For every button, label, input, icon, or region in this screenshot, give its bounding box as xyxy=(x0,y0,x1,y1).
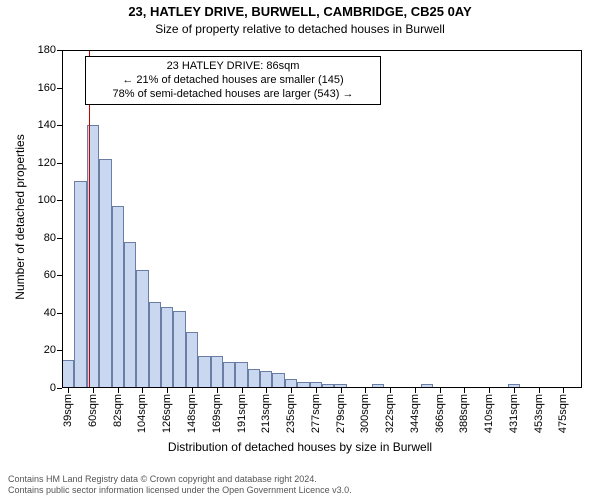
x-tick-mark xyxy=(118,388,119,393)
y-tick-label: 20 xyxy=(44,344,56,356)
x-tick-mark xyxy=(539,388,540,393)
x-tick-label: 104sqm xyxy=(136,394,148,433)
x-tick-label: 191sqm xyxy=(236,394,248,433)
x-tick-mark xyxy=(365,388,366,393)
y-tick-mark xyxy=(57,238,62,239)
y-tick-mark xyxy=(57,313,62,314)
x-tick-mark xyxy=(563,388,564,393)
x-tick-mark xyxy=(167,388,168,393)
y-tick-label: 140 xyxy=(38,119,56,131)
x-tick-label: 366sqm xyxy=(434,394,446,433)
x-tick-label: 277sqm xyxy=(310,394,322,433)
annotation-line-3: 78% of semi-detached houses are larger (… xyxy=(92,88,374,102)
x-tick-mark xyxy=(192,388,193,393)
y-tick-label: 120 xyxy=(38,157,56,169)
x-tick-label: 82sqm xyxy=(112,394,124,427)
x-axis-label: Distribution of detached houses by size … xyxy=(0,440,600,454)
x-tick-mark xyxy=(440,388,441,393)
annotation-line-1: 23 HATLEY DRIVE: 86sqm xyxy=(92,60,374,74)
attribution-line-2: Contains public sector information licen… xyxy=(8,485,592,496)
y-tick-label: 80 xyxy=(44,232,56,244)
y-tick-label: 180 xyxy=(38,44,56,56)
x-tick-label: 453sqm xyxy=(533,394,545,433)
y-tick-label: 60 xyxy=(44,269,56,281)
x-tick-mark xyxy=(142,388,143,393)
y-tick-label: 0 xyxy=(50,382,56,394)
x-tick-mark xyxy=(93,388,94,393)
x-tick-mark xyxy=(217,388,218,393)
x-tick-mark xyxy=(390,388,391,393)
y-tick-label: 100 xyxy=(38,194,56,206)
x-tick-mark xyxy=(291,388,292,393)
x-tick-label: 148sqm xyxy=(186,394,198,433)
x-tick-mark xyxy=(266,388,267,393)
y-tick-mark xyxy=(57,350,62,351)
y-tick-mark xyxy=(57,88,62,89)
x-tick-mark xyxy=(464,388,465,393)
x-tick-label: 475sqm xyxy=(557,394,569,433)
x-tick-mark xyxy=(68,388,69,393)
y-tick-mark xyxy=(57,200,62,201)
x-tick-mark xyxy=(489,388,490,393)
chart-title: 23, HATLEY DRIVE, BURWELL, CAMBRIDGE, CB… xyxy=(0,4,600,19)
chart-subtitle: Size of property relative to detached ho… xyxy=(0,22,600,36)
x-tick-mark xyxy=(316,388,317,393)
y-tick-label: 160 xyxy=(38,82,56,94)
x-tick-mark xyxy=(514,388,515,393)
x-tick-label: 431sqm xyxy=(508,394,520,433)
x-tick-mark xyxy=(242,388,243,393)
x-tick-mark xyxy=(341,388,342,393)
y-tick-mark xyxy=(57,275,62,276)
y-tick-mark xyxy=(57,163,62,164)
x-tick-label: 344sqm xyxy=(409,394,421,433)
x-tick-label: 235sqm xyxy=(285,394,297,433)
x-tick-label: 213sqm xyxy=(260,394,272,433)
y-tick-mark xyxy=(57,50,62,51)
x-tick-label: 410sqm xyxy=(483,394,495,433)
x-tick-label: 388sqm xyxy=(458,394,470,433)
chart-container: 23, HATLEY DRIVE, BURWELL, CAMBRIDGE, CB… xyxy=(0,0,600,500)
x-tick-label: 279sqm xyxy=(335,394,347,433)
x-tick-label: 39sqm xyxy=(62,394,74,427)
x-tick-mark xyxy=(415,388,416,393)
x-tick-label: 300sqm xyxy=(359,394,371,433)
y-tick-label: 40 xyxy=(44,307,56,319)
x-tick-label: 60sqm xyxy=(87,394,99,427)
y-tick-mark xyxy=(57,125,62,126)
x-tick-label: 169sqm xyxy=(211,394,223,433)
x-tick-label: 322sqm xyxy=(384,394,396,433)
y-tick-mark xyxy=(57,388,62,389)
attribution: Contains HM Land Registry data © Crown c… xyxy=(8,474,592,497)
annotation-line-2: ← 21% of detached houses are smaller (14… xyxy=(92,74,374,88)
x-tick-label: 126sqm xyxy=(161,394,173,433)
attribution-line-1: Contains HM Land Registry data © Crown c… xyxy=(8,474,592,485)
annotation-box: 23 HATLEY DRIVE: 86sqm ← 21% of detached… xyxy=(85,56,381,105)
y-axis-label: Number of detached properties xyxy=(13,117,27,317)
